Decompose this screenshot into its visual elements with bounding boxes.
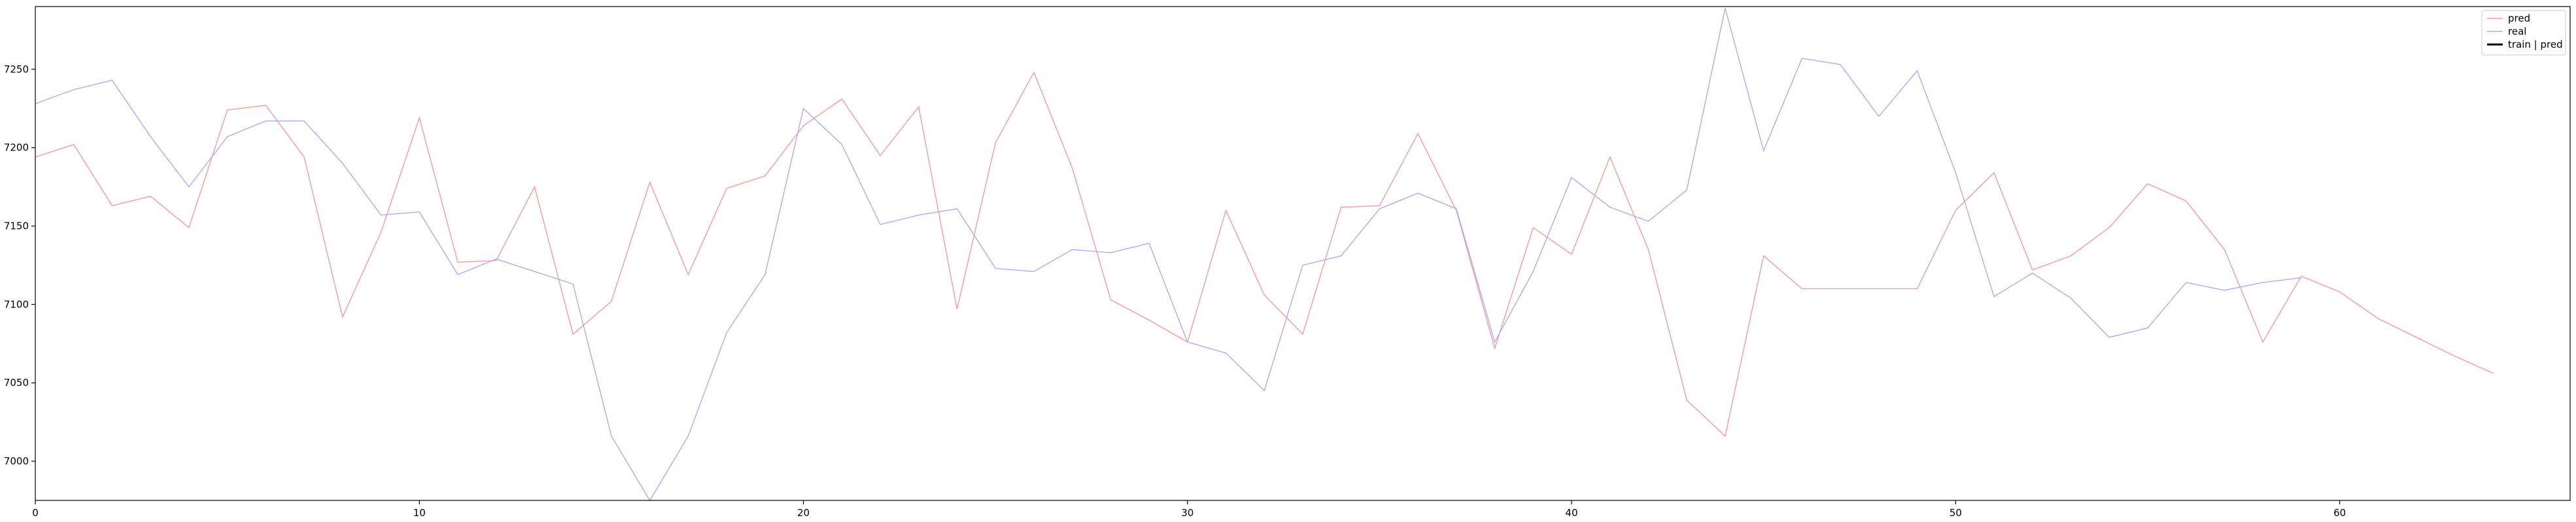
- x-tick-label: 20: [797, 507, 810, 519]
- legend-label: train | pred: [2508, 39, 2563, 50]
- x-tick-label: 0: [32, 507, 39, 519]
- y-tick-label: 7150: [4, 220, 29, 232]
- x-tick-label: 10: [413, 507, 426, 519]
- y-tick-label: 7050: [4, 377, 29, 389]
- series-line-real: [35, 8, 2301, 502]
- legend-label: real: [2508, 26, 2526, 37]
- x-tick-label: 50: [1949, 507, 1962, 519]
- plot-frame: [35, 6, 2571, 501]
- y-tick-label: 7000: [4, 455, 29, 467]
- y-axis: 7000 7050 7100 7150 7200 7250: [4, 63, 35, 467]
- x-tick-label: 60: [2333, 507, 2346, 519]
- y-tick-label: 7200: [4, 142, 29, 154]
- legend: pred real train | pred: [2481, 10, 2566, 56]
- y-tick-label: 7250: [4, 63, 29, 75]
- x-tick-label: 40: [1566, 507, 1578, 519]
- x-axis: 0 10 20 30 40 50 60: [32, 500, 2346, 519]
- legend-label: pred: [2508, 12, 2530, 24]
- series-line-pred: [35, 71, 2494, 438]
- x-tick-label: 30: [1181, 507, 1194, 519]
- y-tick-label: 7100: [4, 298, 29, 310]
- plot-area: [35, 8, 2494, 502]
